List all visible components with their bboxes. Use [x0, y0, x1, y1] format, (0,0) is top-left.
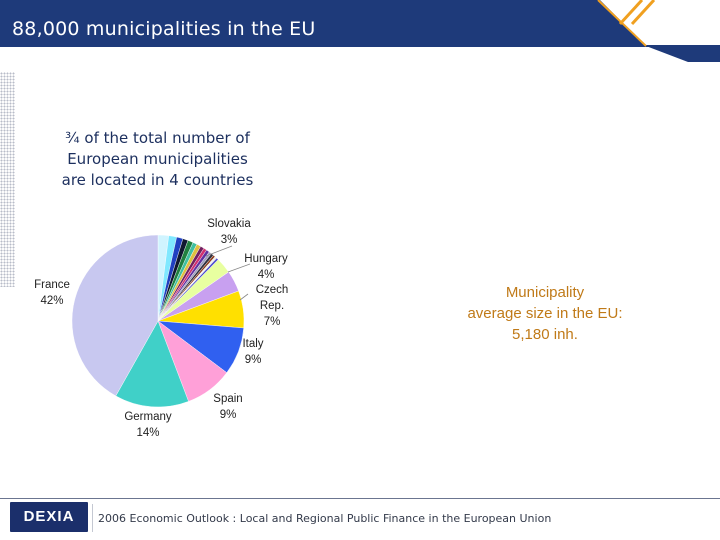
logo-text: DEXIA	[23, 508, 75, 525]
subtitle-line: ¾ of the total number of	[65, 129, 250, 147]
average-note-line: average size in the EU:	[467, 305, 623, 322]
leader-line-hungary	[227, 263, 251, 273]
leader-line-slovakia	[205, 245, 233, 257]
decorative-dot-pattern	[0, 72, 15, 287]
slice-label-italy: Italy 9%	[242, 338, 263, 366]
title-bar: 88,000 municipalities in the EU	[0, 0, 720, 62]
average-note-line: Municipality	[505, 284, 585, 301]
slice-label-france: France 42%	[34, 279, 70, 307]
average-size-note: Municipality average size in the EU: 5,1…	[435, 282, 655, 345]
slice-label-hungary: Hungary 4%	[244, 253, 288, 281]
pie-slice-france	[71, 234, 159, 397]
leader-line-czech-rep	[239, 293, 249, 301]
footer-caption: 2006 Economic Outlook : Local and Region…	[98, 512, 552, 525]
slice-label-slovakia: Slovakia 3%	[207, 218, 251, 246]
slice-label-germany: Germany 14%	[124, 411, 172, 439]
subtitle-line: are located in 4 countries	[61, 171, 254, 189]
page-title: 88,000 municipalities in the EU	[12, 18, 316, 40]
pie-slice-germany	[115, 320, 189, 408]
title-bar-background	[0, 0, 646, 46]
dexia-logo: DEXIA	[10, 502, 88, 532]
slice-label-spain: Spain 9%	[213, 393, 242, 421]
footer-separator	[92, 504, 93, 532]
slice-label-czech-rep: Czech Rep. 7%	[256, 284, 289, 328]
average-note-line: 5,180 inh.	[512, 326, 578, 343]
subtitle: ¾ of the total number of European munici…	[40, 128, 275, 191]
footer-divider	[0, 498, 720, 499]
title-bar-graphic	[0, 0, 720, 62]
subtitle-line: European municipalities	[67, 150, 248, 168]
